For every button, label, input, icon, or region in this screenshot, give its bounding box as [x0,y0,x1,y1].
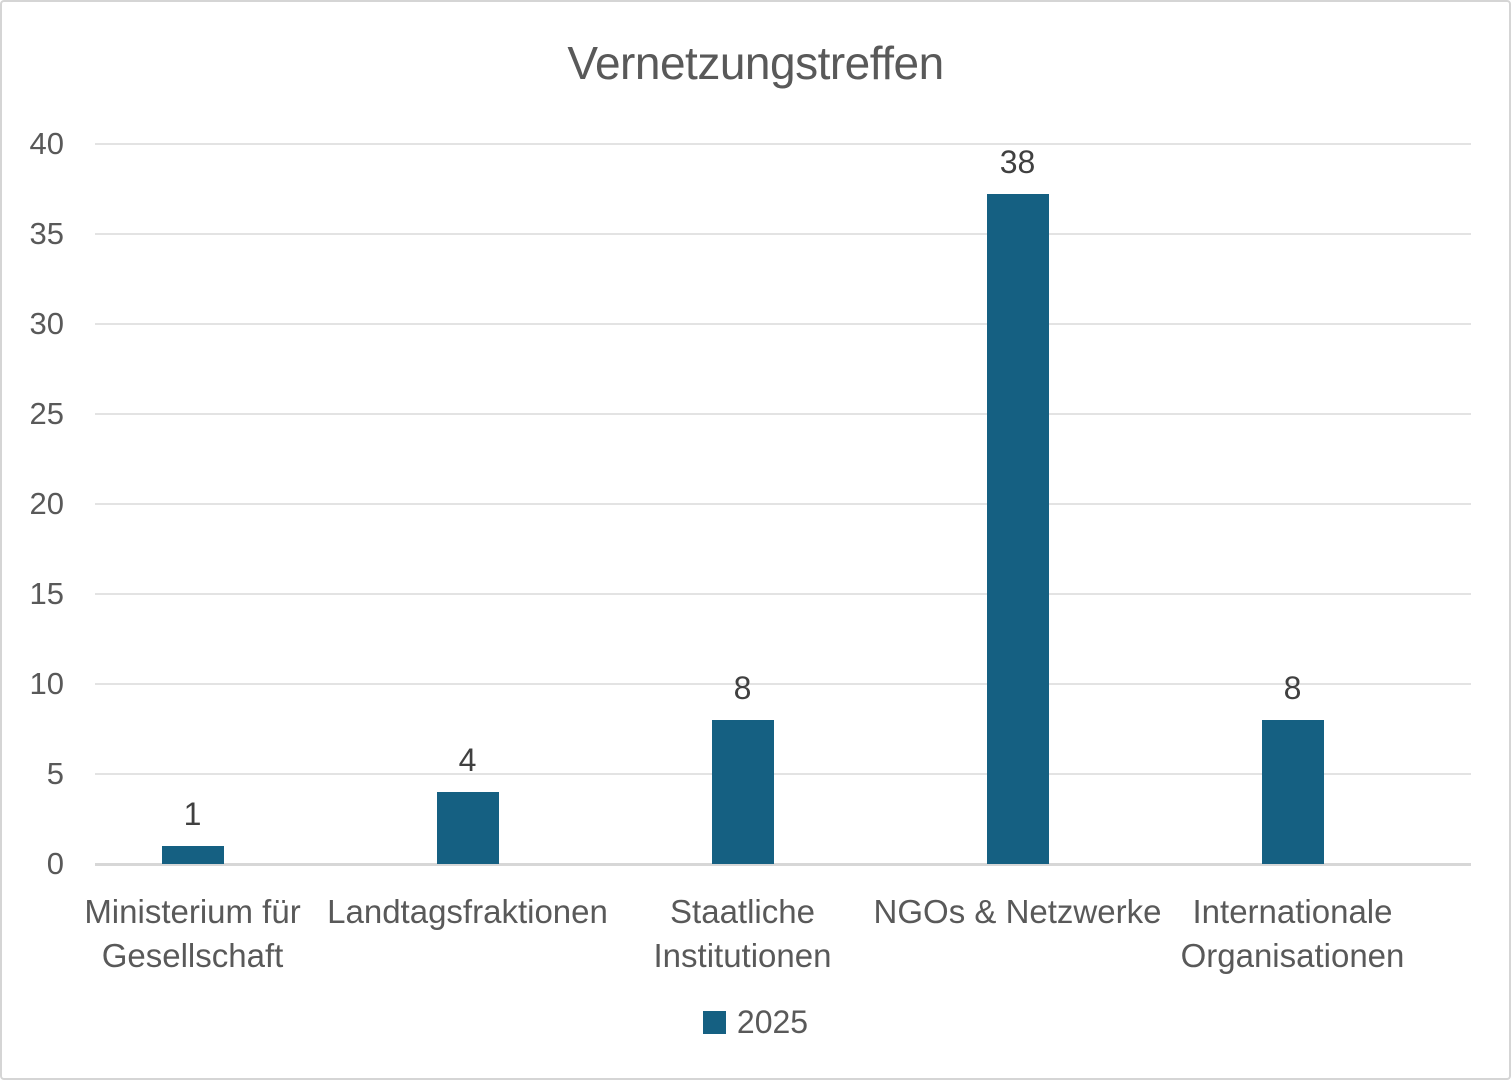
bar[interactable] [986,193,1049,864]
bars-container: 1 Ministerium für Gesellschaft 4 Landtagsfr… [55,144,1430,974]
gridline-25 [95,413,1471,415]
bar-value-label: 38 [999,144,1036,180]
gridline-40 [95,143,1471,145]
chart-title: Vernetzungstreffen [567,37,944,89]
y-tick-label-5: 5 [46,756,64,791]
bar-column: 4 Landtagsfraktionen [327,144,608,930]
bar-column: 38 NGOs & Netzwerke [874,144,1162,930]
bar-value-label: 8 [1283,670,1302,707]
y-tick-label-20: 20 [29,486,64,521]
bar[interactable] [436,792,499,864]
y-tick-label-40: 40 [29,126,64,161]
bar-value-label: 1 [183,796,202,833]
legend-label-2025[interactable]: 2025 [736,1004,809,1040]
legend[interactable]: 2025 [2,1004,1509,1041]
gridline-30 [95,323,1471,325]
y-tick-label-0: 0 [46,846,64,881]
category-label: Landtagsfraktionen [327,893,608,930]
gridline-35 [95,233,1471,235]
gridline-15 [95,593,1471,595]
bar-column: 8 Internationale Organisationen [1155,144,1430,973]
category-label: Staatliche Institutionen [653,893,832,974]
y-tick-label-25: 25 [29,396,64,431]
bar[interactable] [1261,720,1324,864]
plot-area: 0 5 10 15 20 25 30 35 40 1 Ministerium für Gesell… [30,126,1471,974]
y-tick-label-15: 15 [29,576,64,611]
category-label: Internationale Organisationen [1180,893,1405,974]
bar[interactable] [161,846,224,864]
category-label: Ministerium für Gesellschaft [84,893,301,974]
bar-column: 8 Staatliche Institutionen [605,144,880,973]
y-tick-label-35: 35 [29,216,64,251]
category-label: NGOs & Netzwerke [873,893,1162,930]
bar-column: 1 Ministerium für Gesellschaft [55,144,330,973]
bar[interactable] [711,720,774,864]
bar-value-label: 8 [733,670,752,707]
bar-value-label: 4 [458,742,477,779]
x-axis-line [95,863,1471,866]
y-tick-label-10: 10 [29,666,64,701]
gridline-20 [95,503,1471,505]
legend-swatch-2025[interactable] [702,1011,726,1034]
y-tick-label-30: 30 [29,306,64,341]
gridline-10 [95,683,1471,685]
gridline-5 [95,773,1471,775]
